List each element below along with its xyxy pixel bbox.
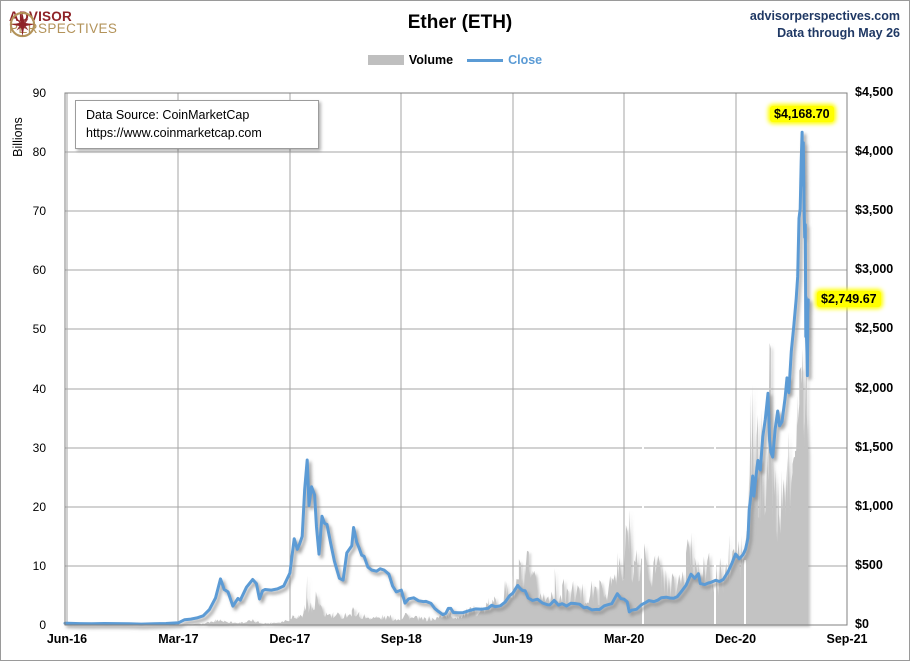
- y-axis-left-tick: 0: [39, 618, 46, 632]
- site-name: advisorperspectives.com: [749, 9, 900, 23]
- data-through-label: Data through May 26: [777, 26, 900, 40]
- y-axis-right-tick: $1,000: [855, 498, 894, 513]
- annotation-peak-price: $4,168.70: [770, 106, 834, 122]
- y-axis-right-tick: $3,000: [855, 262, 894, 277]
- close-series: [63, 130, 810, 626]
- x-axis-tick: Jun-19: [492, 632, 533, 646]
- legend-volume-label: Volume: [408, 53, 454, 67]
- y-axis-right-tick: $4,000: [855, 144, 894, 159]
- y-axis-left-tick: 90: [32, 86, 46, 100]
- y-axis-left-tick: 80: [32, 145, 46, 160]
- y-axis-right-tick: $1,500: [855, 439, 894, 454]
- legend: Volume Close: [0, 53, 910, 67]
- legend-close-label: Close: [508, 53, 543, 67]
- close-line-swatch-icon: [467, 58, 504, 62]
- y-axis-right-tick: $0: [855, 617, 869, 631]
- x-axis-tick: Mar-17: [158, 632, 199, 646]
- annotation-latest-price: $2,749.67: [817, 291, 881, 307]
- advisor-perspectives-logo: ADVISOR PERSPECTIVES: [9, 10, 118, 38]
- x-axis-tick: Dec-17: [269, 632, 311, 646]
- y-axis-right-tick: $500: [855, 557, 883, 572]
- x-axis-tick: Sep-18: [380, 632, 422, 646]
- y-axis-left-tick: 40: [32, 381, 46, 396]
- y-axis-left-tick: 30: [32, 440, 46, 455]
- volume-swatch-icon: [367, 55, 404, 65]
- x-axis-tick: Mar-20: [603, 632, 645, 646]
- y-axis-left-tick: 60: [32, 263, 46, 278]
- compass-icon: [9, 11, 36, 38]
- logo-text-perspectives: PERSPECTIVES: [9, 21, 118, 36]
- y-axis-left-tick: 20: [32, 499, 46, 514]
- y-axis-right-tick: $2,000: [855, 380, 894, 395]
- x-axis-tick: Sep-21: [826, 632, 868, 646]
- y-axis-left-title: Billions: [11, 117, 25, 157]
- plot-border: [64, 92, 848, 626]
- gridlines: [65, 93, 848, 625]
- y-axis-right-tick: $3,500: [855, 203, 894, 218]
- y-axis-right-tick: $4,500: [855, 85, 894, 99]
- data-source-url: https://www.coinmarketcap.com: [86, 126, 262, 140]
- legend-item-close: Close: [467, 53, 542, 67]
- chart-title: Ether (ETH): [407, 12, 513, 33]
- header-right: advisorperspectives.com Data through May…: [750, 8, 900, 42]
- x-axis-tick: Jun-16: [46, 632, 88, 646]
- volume-series: [65, 324, 809, 625]
- legend-item-volume: Volume: [367, 53, 454, 67]
- data-source-line: Data Source: CoinMarketCap: [86, 108, 250, 122]
- y-axis-left-tick: 50: [32, 322, 46, 337]
- y-axis-left-tick: 70: [32, 204, 46, 219]
- y-axis-right-tick: $2,500: [855, 321, 894, 336]
- data-source-box: Data Source: CoinMarketCap https://www.c…: [75, 100, 319, 149]
- x-axis-tick: Dec-20: [715, 632, 757, 646]
- y-axis-left-tick: 10: [32, 558, 46, 573]
